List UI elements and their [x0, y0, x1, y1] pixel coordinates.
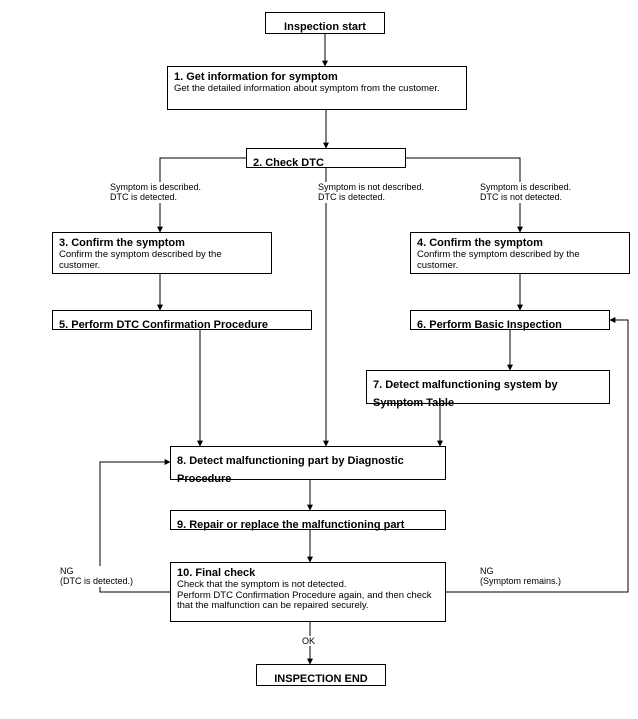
node-5-title: 5. Perform DTC Confirmation Procedure [59, 319, 268, 331]
node-9-title: 9. Repair or replace the malfunctioning … [177, 519, 404, 531]
node-6-title: 6. Perform Basic Inspection [417, 319, 562, 331]
node-4-title: 4. Confirm the symptom [417, 237, 623, 250]
node-6: 6. Perform Basic Inspection [410, 310, 610, 330]
node-1-sub: Get the detailed information about sympt… [174, 84, 460, 95]
edge-label-2b: Symptom is not described. DTC is detecte… [318, 182, 424, 203]
node-9: 9. Repair or replace the malfunctioning … [170, 510, 446, 530]
node-3: 3. Confirm the symptom Confirm the sympt… [52, 232, 272, 274]
edge-label-2c: Symptom is described. DTC is not detecte… [480, 182, 571, 203]
node-5: 5. Perform DTC Confirmation Procedure [52, 310, 312, 330]
node-10: 10. Final check Check that the symptom i… [170, 562, 446, 622]
node-8: 8. Detect malfunctioning part by Diagnos… [170, 446, 446, 480]
node-3-sub: Confirm the symptom described by the cus… [59, 250, 265, 272]
node-10-title: 10. Final check [177, 567, 439, 580]
flowchart-canvas: Inspection start 1. Get information for … [0, 0, 638, 719]
edge-label-ok: OK [302, 636, 315, 646]
node-7-title: 7. Detect malfunctioning system by Sympt… [373, 379, 558, 409]
node-3-title: 3. Confirm the symptom [59, 237, 265, 250]
node-start-title: Inspection start [284, 21, 366, 33]
edge-label-2a: Symptom is described. DTC is detected. [110, 182, 201, 203]
node-10-sub: Check that the symptom is not detected. … [177, 580, 439, 613]
node-4: 4. Confirm the symptom Confirm the sympt… [410, 232, 630, 274]
node-2-title: 2. Check DTC [253, 157, 324, 169]
edge-label-ng2: NG (Symptom remains.) [480, 566, 561, 587]
node-1-title: 1. Get information for symptom [174, 71, 460, 84]
node-2: 2. Check DTC [246, 148, 406, 168]
node-1: 1. Get information for symptom Get the d… [167, 66, 467, 110]
node-4-sub: Confirm the symptom described by the cus… [417, 250, 623, 272]
edge-label-ng1: NG (DTC is detected.) [60, 566, 133, 587]
node-end: INSPECTION END [256, 664, 386, 686]
node-start: Inspection start [265, 12, 385, 34]
node-end-title: INSPECTION END [274, 673, 368, 685]
node-8-title: 8. Detect malfunctioning part by Diagnos… [177, 455, 404, 485]
node-7: 7. Detect malfunctioning system by Sympt… [366, 370, 610, 404]
